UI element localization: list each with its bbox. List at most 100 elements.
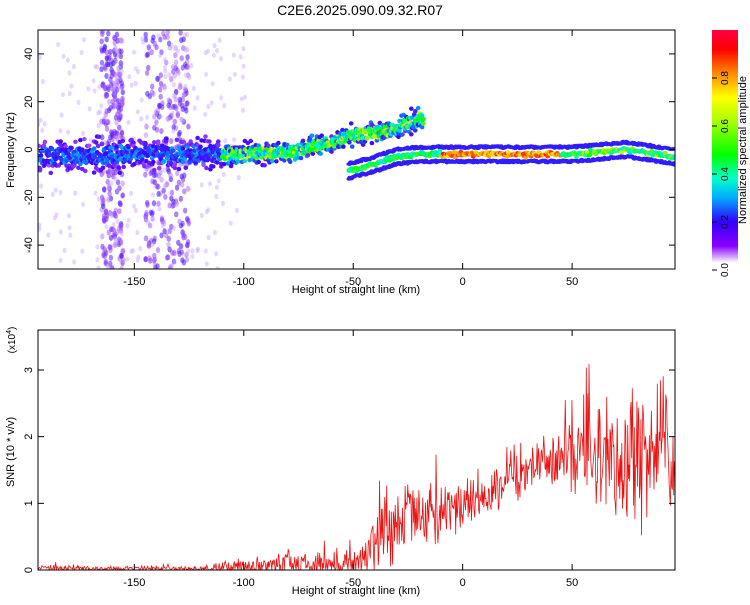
ridge-dot [348, 121, 354, 126]
noise-dot [155, 75, 160, 82]
background-dot [215, 48, 219, 54]
background-dot [191, 85, 196, 92]
ridge-dot [310, 151, 316, 156]
noise-dot [108, 260, 113, 267]
noise-dot [159, 128, 164, 135]
ridge-dot [78, 137, 83, 143]
background-dot [69, 83, 74, 89]
background-dot [238, 54, 243, 60]
ridge-dot [341, 144, 346, 149]
background-dot [170, 110, 175, 117]
background-dot [38, 117, 43, 123]
noise-dot [101, 186, 107, 193]
noise-dot [184, 107, 189, 114]
noise-dot [118, 112, 123, 119]
noise-dot [149, 49, 154, 56]
noise-dot [185, 54, 190, 61]
background-dot [119, 231, 124, 237]
background-dot [190, 253, 195, 259]
background-dot [146, 220, 151, 226]
background-dot [243, 94, 247, 100]
noise-dot [99, 38, 104, 45]
noise-dot [111, 169, 116, 176]
snr-x-tick-label: -100 [233, 577, 255, 589]
background-dot [140, 36, 145, 42]
background-dot [190, 248, 195, 254]
background-dot [206, 235, 211, 241]
noise-dot [108, 234, 114, 241]
background-dot [196, 246, 200, 252]
ridge-dot [300, 138, 306, 143]
ridge-dot [73, 139, 78, 144]
noise-dot [171, 258, 177, 265]
background-dot [166, 116, 171, 122]
noise-dot [173, 96, 179, 103]
background-dot [240, 74, 245, 80]
background-dot [241, 46, 246, 52]
noise-dot [107, 190, 112, 197]
noise-dot [143, 132, 149, 139]
ridge-dot [215, 160, 220, 165]
noise-dot [106, 119, 111, 126]
background-dot [38, 54, 42, 60]
ridge-dot [140, 157, 145, 162]
background-dot [61, 92, 65, 98]
spectrogram-x-label: Height of straight line (km) [292, 284, 420, 296]
ridge-dot [151, 140, 157, 145]
noise-dot [113, 213, 119, 220]
ridge-dot [411, 124, 416, 130]
noise-dot [119, 252, 124, 259]
background-dot [169, 77, 174, 83]
background-dot [79, 49, 84, 56]
background-dot [239, 96, 244, 102]
ridge-dot [82, 136, 87, 142]
noise-dot [171, 64, 176, 71]
ridge-dot [76, 165, 81, 170]
ridge-dot [415, 105, 421, 111]
noise-dot [177, 218, 182, 225]
colorbar-tick-label: 0.2 [720, 215, 731, 229]
noise-dot [100, 134, 105, 141]
noise-dot [146, 44, 151, 51]
background-dot [76, 99, 81, 105]
snr-x-tick-label: 50 [566, 577, 578, 589]
ridge-dot [114, 144, 120, 149]
background-dot [40, 78, 45, 85]
ridge-dot [340, 127, 345, 133]
ridge-dot [180, 146, 186, 151]
ridge-dot [59, 157, 64, 162]
ridge-dot [69, 145, 74, 151]
ridge-dot [41, 143, 47, 148]
noise-dot [113, 45, 118, 52]
snr-axes: -150 -100 -50 0 50 0 1 2 3 [23, 330, 675, 589]
noise-dot [108, 134, 113, 141]
noise-dot [186, 220, 191, 227]
ridge-dot [48, 170, 54, 176]
noise-dot [143, 31, 148, 38]
noise-dot [109, 211, 115, 218]
noise-dot [181, 36, 186, 43]
spectrogram-x-tick-label: -50 [345, 276, 361, 288]
branch-dot [437, 149, 443, 153]
ridge-dot [80, 147, 85, 152]
background-dot [135, 109, 140, 115]
background-dot [214, 184, 219, 190]
background-dot [163, 73, 168, 80]
background-dot [103, 139, 108, 145]
noise-dot [184, 59, 190, 66]
noise-dot [146, 242, 152, 249]
spectrogram-y-tick-label: 20 [23, 96, 35, 108]
noise-dot [166, 97, 171, 104]
noise-dot [158, 93, 163, 100]
ridge-dot [96, 134, 102, 139]
ridge-dot [318, 151, 324, 156]
ridge-dot [256, 159, 262, 165]
noise-dot [179, 181, 185, 188]
ridge-dot [270, 158, 275, 164]
background-dot [157, 206, 162, 212]
noise-dot [145, 51, 151, 58]
ridge-dot [106, 163, 112, 168]
noise-dot [147, 222, 153, 229]
noise-dot [114, 77, 120, 83]
background-dot [203, 111, 208, 117]
